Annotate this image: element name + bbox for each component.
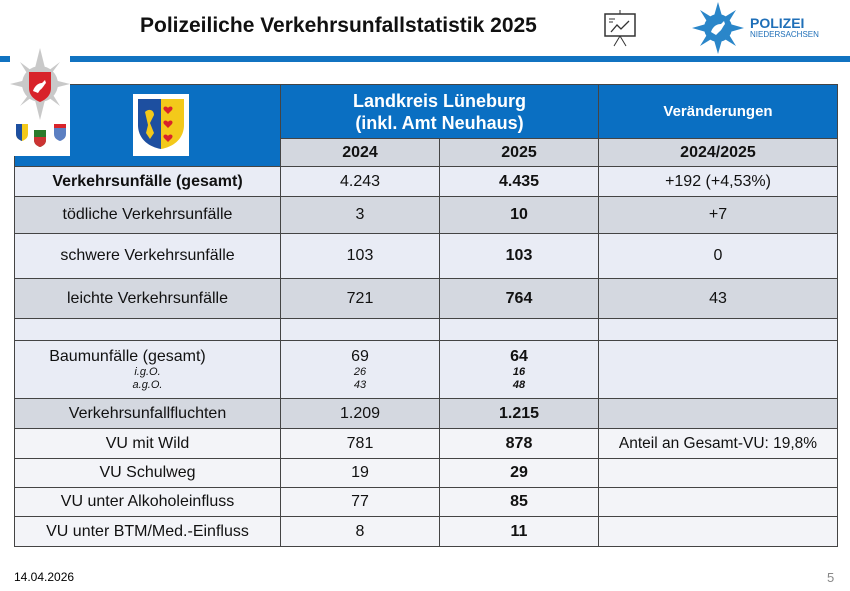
header-divider bbox=[0, 56, 850, 62]
value-2024: 8 bbox=[280, 516, 440, 547]
region-subtitle: (inkl. Amt Neuhaus) bbox=[355, 112, 524, 133]
value-2024: 721 bbox=[280, 278, 440, 319]
value-2025: 764 bbox=[439, 278, 599, 319]
sub-value-2024: 26 bbox=[353, 365, 367, 378]
sub-label: i.g.O. bbox=[134, 365, 161, 378]
table-row: VU unter BTM/Med.-Einfluss 8 11 bbox=[14, 516, 838, 547]
table-row: VU Schulweg 19 29 bbox=[14, 458, 838, 488]
value-2024: 1.209 bbox=[280, 398, 440, 429]
year-2024-header: 2024 bbox=[280, 138, 440, 167]
value-change bbox=[598, 516, 838, 547]
value-change: Anteil an Gesamt-VU: 19,8% bbox=[598, 428, 838, 459]
table-row: leichte Verkehrsunfälle 721 764 43 bbox=[14, 278, 838, 319]
police-star-icon bbox=[692, 2, 744, 54]
value-change bbox=[598, 487, 838, 517]
value-2024: 781 bbox=[280, 428, 440, 459]
value-2024: 19 bbox=[280, 458, 440, 488]
value-change bbox=[598, 340, 838, 399]
table-row: schwere Verkehrsunfälle 103 103 0 bbox=[14, 233, 838, 279]
statistics-table: Landkreis Lüneburg (inkl. Amt Neuhaus) Ve… bbox=[14, 84, 838, 547]
table-row: Verkehrsunfallfluchten 1.209 1.215 bbox=[14, 398, 838, 429]
sub-value-2024: 43 bbox=[353, 378, 367, 391]
change-period-header: 2024/2025 bbox=[598, 138, 838, 167]
row-label: tödliche Verkehrsunfälle bbox=[14, 196, 281, 234]
polizei-logo: POLIZEI NIEDERSACHSEN bbox=[692, 2, 819, 54]
value-2025: 10 bbox=[439, 196, 599, 234]
sub-label: a.g.O. bbox=[132, 378, 163, 391]
table-row: Baumunfälle (gesamt) i.g.O. a.g.O. 69 26 43 … bbox=[14, 340, 838, 399]
value-change: 0 bbox=[598, 233, 838, 279]
police-crest-logo bbox=[10, 44, 70, 156]
sub-value-2025: 48 bbox=[512, 378, 526, 391]
footer-date: 14.04.2026 bbox=[14, 570, 75, 584]
value-2025: 1.215 bbox=[439, 398, 599, 429]
empty-row bbox=[14, 318, 838, 341]
row-label: VU unter BTM/Med.-Einfluss bbox=[14, 516, 281, 547]
value-2024: 77 bbox=[280, 487, 440, 517]
page-number: 5 bbox=[827, 570, 835, 585]
presentation-chart-icon bbox=[604, 10, 636, 47]
year-2025-header: 2025 bbox=[439, 138, 599, 167]
value-change: +192 (+4,53%) bbox=[598, 166, 838, 197]
value-change bbox=[598, 398, 838, 429]
value-2025: 4.435 bbox=[439, 166, 599, 197]
logo-text-niedersachsen: NIEDERSACHSEN bbox=[750, 30, 819, 39]
sub-value-2025: 16 bbox=[512, 365, 526, 378]
value-change bbox=[598, 458, 838, 488]
value-2025: 29 bbox=[439, 458, 599, 488]
police-crest-icon bbox=[10, 48, 70, 147]
row-label: leichte Verkehrsunfälle bbox=[14, 278, 281, 319]
region-title: Landkreis Lüneburg bbox=[352, 90, 527, 111]
value-2024: 103 bbox=[280, 233, 440, 279]
row-label: schwere Verkehrsunfälle bbox=[14, 233, 281, 279]
row-label: VU Schulweg bbox=[14, 458, 281, 488]
row-label: VU mit Wild bbox=[14, 428, 281, 459]
value-2025: 878 bbox=[439, 428, 599, 459]
value-2025: 64 bbox=[510, 347, 528, 365]
value-change: +7 bbox=[598, 196, 838, 234]
row-label: Baumunfälle (gesamt) bbox=[49, 347, 206, 365]
value-change: 43 bbox=[598, 278, 838, 319]
value-2024: 3 bbox=[280, 196, 440, 234]
row-label: Verkehrsunfallfluchten bbox=[14, 398, 281, 429]
logo-text-polizei: POLIZEI bbox=[750, 15, 805, 31]
value-2024: 69 bbox=[351, 347, 369, 365]
table-row: VU mit Wild 781 878 Anteil an Gesamt-VU: 19… bbox=[14, 428, 838, 459]
value-2025: 103 bbox=[439, 233, 599, 279]
changes-header: Veränderungen bbox=[598, 84, 838, 139]
row-label: Verkehrsunfälle (gesamt) bbox=[14, 166, 281, 197]
page-title: Polizeiliche Verkehrsunfallstatistik 202… bbox=[140, 14, 537, 37]
lueneburg-coat-of-arms-icon bbox=[133, 94, 189, 156]
value-2025: 11 bbox=[439, 516, 599, 547]
table-row: VU unter Alkoholeinfluss 77 85 bbox=[14, 487, 838, 517]
value-2024: 4.243 bbox=[280, 166, 440, 197]
table-row: Verkehrsunfälle (gesamt) 4.243 4.435 +192 (… bbox=[14, 166, 838, 197]
table-row: tödliche Verkehrsunfälle 3 10 +7 bbox=[14, 196, 838, 234]
value-2025: 85 bbox=[439, 487, 599, 517]
row-label: VU unter Alkoholeinfluss bbox=[14, 487, 281, 517]
